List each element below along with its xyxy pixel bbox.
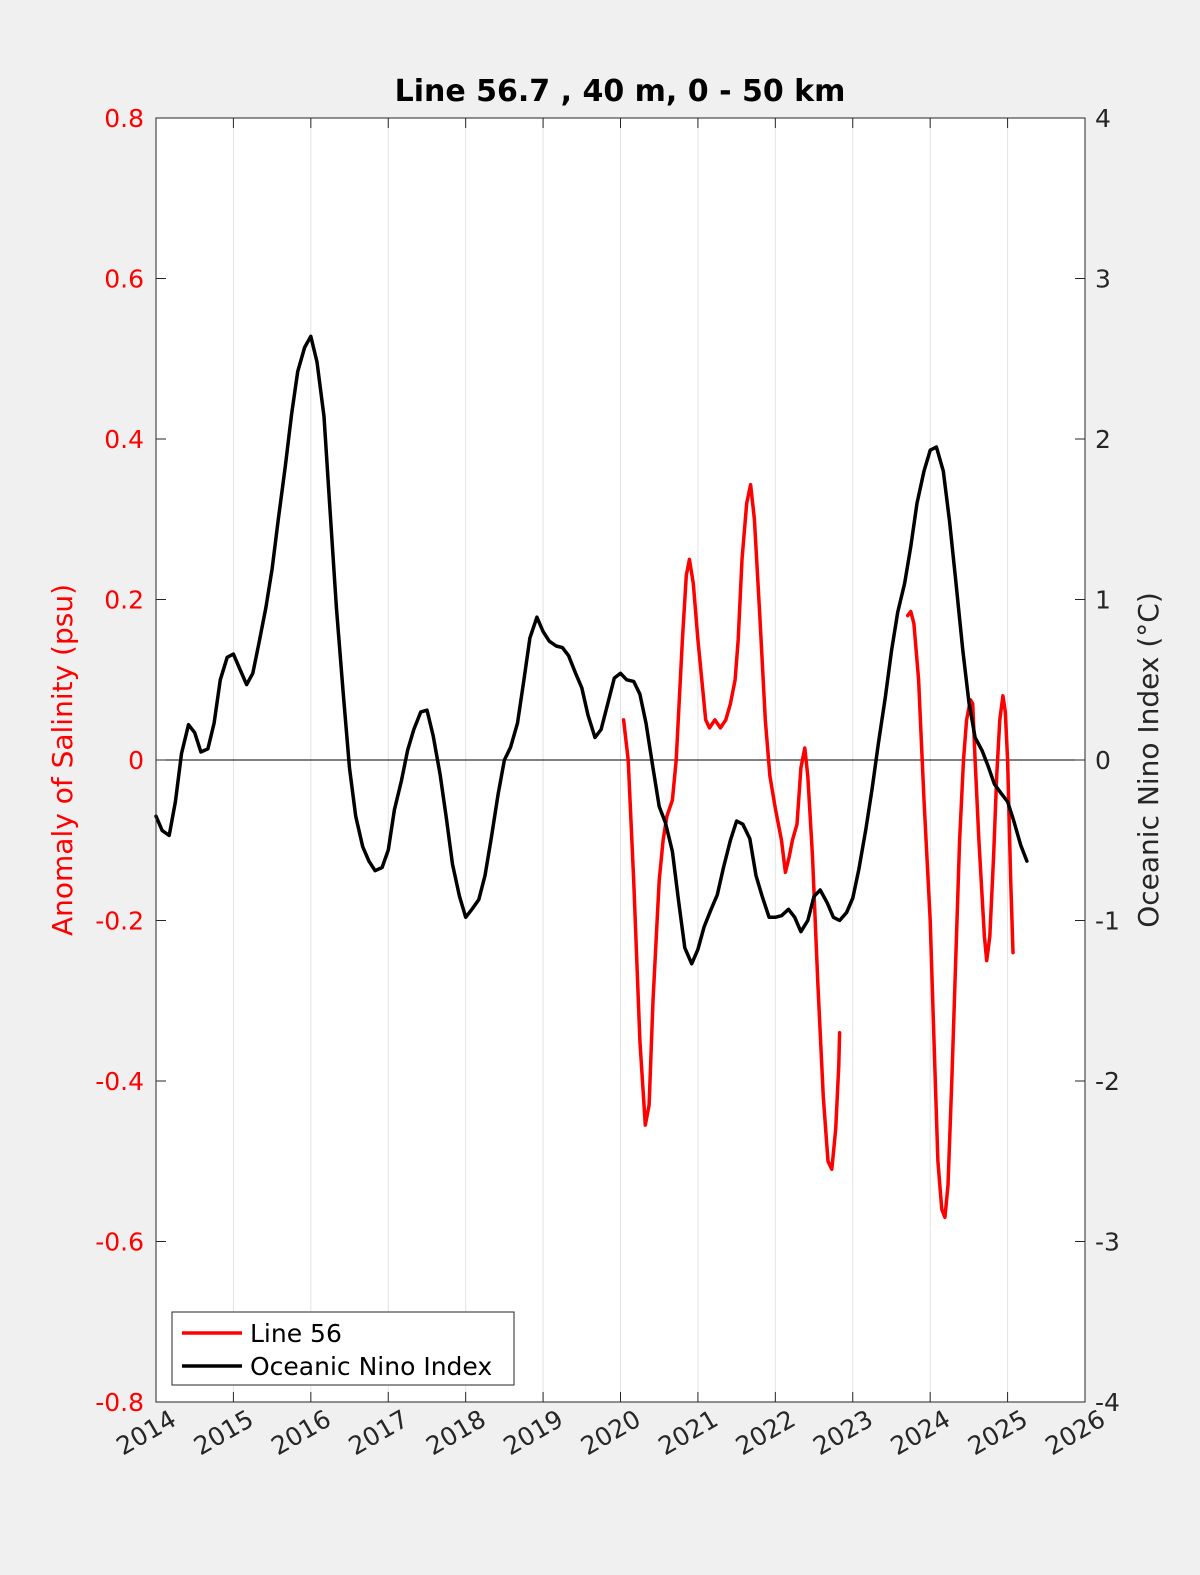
- y-tick-label-left: -0.8: [95, 1388, 144, 1417]
- series-layer: [154, 334, 1029, 1220]
- y-tick-label-right: -3: [1095, 1228, 1120, 1257]
- y-tick-label-right: 3: [1095, 265, 1111, 294]
- y-tick-label-left: 0.6: [104, 265, 144, 294]
- y-tick-label-right: -2: [1095, 1067, 1120, 1096]
- y-tick-label-left: 0.2: [104, 586, 144, 615]
- y-tick-label-right: 2: [1095, 425, 1111, 454]
- legend-label-oni: Oceanic Nino Index: [250, 1352, 492, 1381]
- y-tick-label-right: -1: [1095, 907, 1120, 936]
- y-tick-label-right: 0: [1095, 746, 1111, 775]
- legend-box: [171, 1311, 515, 1386]
- series-line56: [905, 609, 1015, 1220]
- y-tick-label-right: 4: [1095, 104, 1111, 133]
- series-line56: [621, 482, 842, 1172]
- chart-title: Line 56.7 , 40 m, 0 - 50 km: [395, 74, 846, 109]
- y-tick-label-left: -0.4: [95, 1067, 144, 1096]
- legend-label-line56: Line 56: [250, 1319, 342, 1348]
- y-tick-label-left: -0.6: [95, 1228, 144, 1257]
- y-tick-label-left: -0.2: [95, 907, 144, 936]
- series-oni: [154, 334, 1029, 966]
- right-y-ticks: -4 -3 -2 -1 0 1 2 3 4: [1075, 104, 1120, 1417]
- y-axis-label-right: Oceanic Nino Index (°C): [1132, 592, 1165, 928]
- y-tick-label-left: 0.4: [104, 425, 144, 454]
- y-axis-label-left: Anomaly of Salinity (psu): [46, 584, 79, 936]
- y-tick-label-right: 1: [1095, 586, 1111, 615]
- y-tick-label-right: -4: [1095, 1388, 1120, 1417]
- y-tick-label-left: 0: [128, 746, 144, 775]
- legend: Line 56 Oceanic Nino Index: [171, 1311, 515, 1386]
- y-tick-label-left: 0.8: [104, 104, 144, 133]
- left-y-ticks: -0.8 -0.6 -0.4 -0.2 0 0.2 0.4 0.6 0.8: [95, 104, 166, 1417]
